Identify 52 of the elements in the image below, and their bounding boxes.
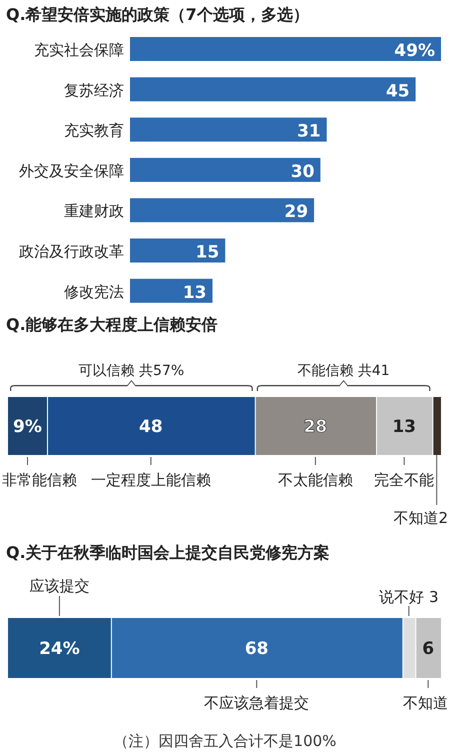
bar xyxy=(130,118,327,142)
data-label: 6 xyxy=(422,639,434,659)
bar xyxy=(130,198,314,222)
data-label: 45 xyxy=(386,81,410,102)
bar xyxy=(130,238,226,262)
data-label: 28 xyxy=(304,417,328,437)
bar xyxy=(8,618,111,678)
series-label: 应该提交 xyxy=(29,577,90,595)
text: 不能信赖 共41 xyxy=(297,363,390,379)
series-label: 不太能信赖 xyxy=(278,471,353,489)
y-tick-label: 复苏经济 xyxy=(64,81,124,100)
data-label: 29 xyxy=(284,202,308,222)
bar xyxy=(112,618,402,678)
y-tick-label: 充实社会保障 xyxy=(34,41,124,59)
data-label: 15 xyxy=(196,242,220,262)
series-label: 不应该急着提交 xyxy=(204,694,310,712)
bar xyxy=(433,397,441,455)
series-label: 非常能信赖 xyxy=(2,471,77,489)
text: 说不好 3 xyxy=(379,588,439,606)
text: 可以信赖 共57% xyxy=(78,363,184,379)
y-tick-label: 政治及行政改革 xyxy=(19,242,124,260)
data-label: 30 xyxy=(290,162,315,182)
series-label: 完全不能 xyxy=(374,471,434,489)
text: 不知道2 xyxy=(393,509,448,527)
bar xyxy=(130,278,213,303)
data-label: 49% xyxy=(394,41,435,61)
bar xyxy=(403,618,416,678)
bar xyxy=(130,77,416,102)
chart-title: Q.关于在秋季临时国会上提交自民党修宪方案 xyxy=(6,543,330,562)
data-label: 31 xyxy=(297,122,321,142)
bar xyxy=(130,158,320,182)
chart-title: Q.希望安倍实施的政策（7个选项，多选） xyxy=(6,5,309,24)
bar xyxy=(48,397,255,455)
y-tick-label: 修改宪法 xyxy=(64,282,124,301)
y-tick-label: 重建财政 xyxy=(64,202,124,220)
series-label: 不知道 xyxy=(403,694,448,712)
bar xyxy=(377,397,432,455)
data-label: 68 xyxy=(244,639,268,659)
chart-title: Q.能够在多大程度上信赖安倍 xyxy=(6,315,218,334)
data-label: 48 xyxy=(139,417,163,437)
y-tick-label: 充实教育 xyxy=(64,122,124,140)
data-label: 13 xyxy=(182,282,207,303)
series-label: 一定程度上能信赖 xyxy=(90,471,211,489)
bar xyxy=(416,618,441,678)
bar xyxy=(8,397,47,455)
bar xyxy=(130,37,441,61)
text: （注）因四舍五入合计不是100% xyxy=(114,732,336,750)
data-label: 9% xyxy=(13,417,42,437)
data-label: 24% xyxy=(39,639,80,659)
y-tick-label: 外交及安全保障 xyxy=(19,162,124,180)
data-label: 13 xyxy=(392,417,416,437)
bar xyxy=(256,397,376,455)
